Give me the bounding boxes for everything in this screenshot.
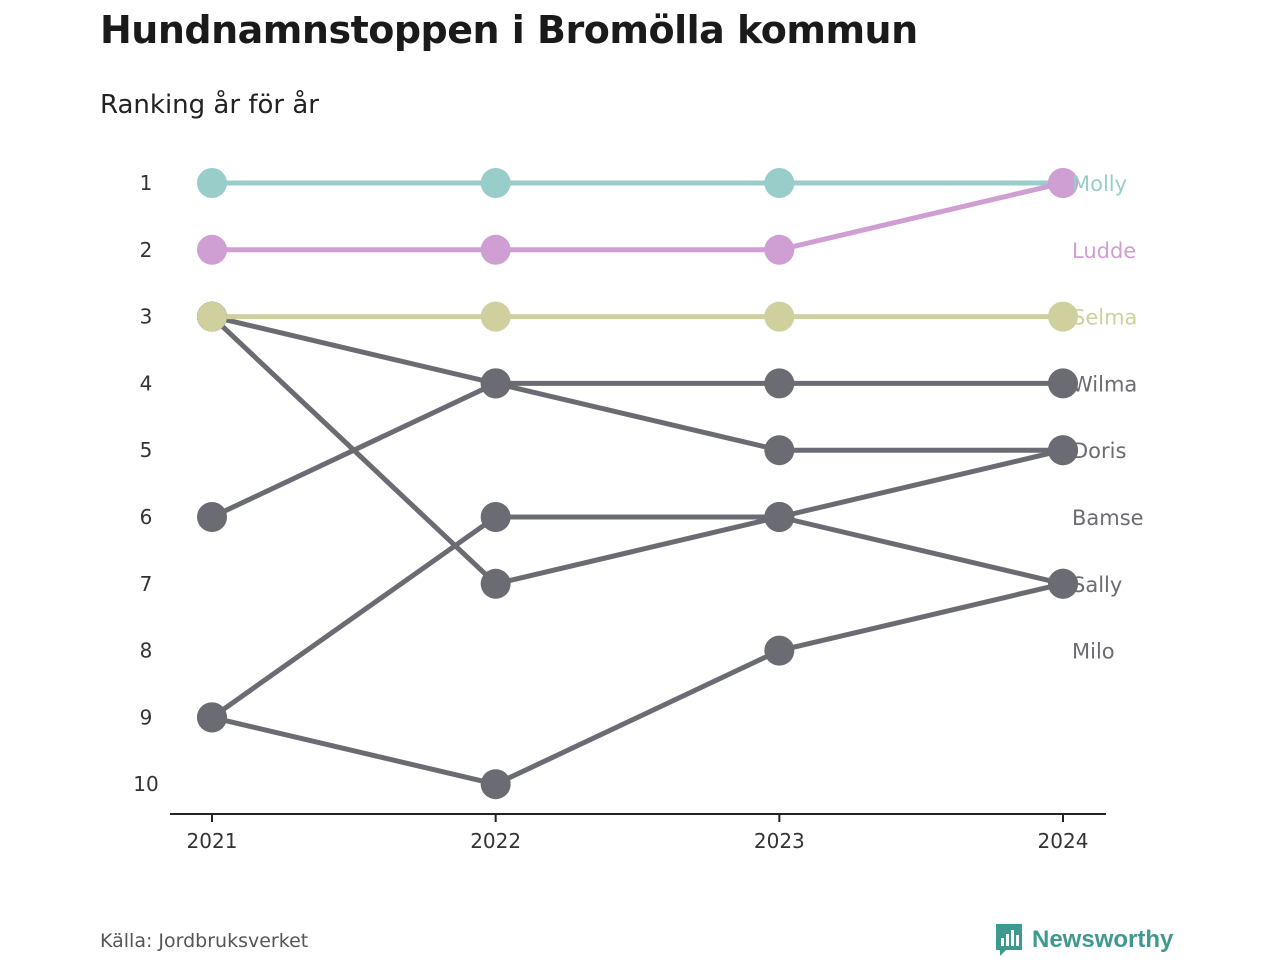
chart-title: Hundnamnstoppen i Bromölla kommun bbox=[100, 8, 918, 52]
y-tick-label: 2 bbox=[140, 238, 153, 262]
point-ludde-2021 bbox=[197, 234, 227, 265]
point-sally-2022 bbox=[480, 568, 511, 599]
point-milo-2023 bbox=[764, 635, 795, 666]
chart-subtitle: Ranking år för år bbox=[100, 90, 319, 120]
y-tick-label: 4 bbox=[140, 371, 153, 395]
y-tick-label: 10 bbox=[133, 772, 158, 796]
y-tick-label: 9 bbox=[140, 705, 153, 729]
end-labels: Molly Ludde Selma Wilma Doris Bamse Sally Milo bbox=[1072, 172, 1144, 664]
point-molly-2021 bbox=[197, 168, 227, 198]
x-tick-label: 2023 bbox=[754, 829, 805, 853]
series-line-doris bbox=[211, 314, 1063, 453]
point-milo-2021 bbox=[197, 702, 227, 733]
point-ludde-2023 bbox=[764, 234, 795, 265]
point-ludde-2024 bbox=[1048, 168, 1078, 198]
series-points bbox=[197, 168, 1078, 800]
point-milo-2024 bbox=[1048, 568, 1078, 599]
series-line-sally bbox=[210, 314, 1064, 587]
end-label-milo: Milo bbox=[1072, 640, 1115, 664]
y-tick-label: 8 bbox=[140, 639, 153, 663]
point-molly-2023 bbox=[764, 168, 795, 198]
x-tick-label: 2022 bbox=[470, 829, 521, 853]
point-wilma-2024 bbox=[1048, 368, 1078, 399]
point-selma-2022 bbox=[480, 301, 511, 332]
source-note: Källa: Jordbruksverket bbox=[100, 930, 309, 952]
point-bamse-2022 bbox=[480, 502, 511, 532]
point-doris-2023 bbox=[764, 435, 795, 466]
y-tick-label: 5 bbox=[140, 438, 153, 462]
point-ludde-2022 bbox=[480, 234, 511, 265]
series-line-bamse bbox=[210, 447, 1064, 720]
brand-logo[interactable]: Newsworthy bbox=[994, 922, 1173, 958]
point-bamse-2024 bbox=[1048, 435, 1078, 466]
brand-name: Newsworthy bbox=[1032, 926, 1174, 953]
series-lines bbox=[210, 180, 1064, 787]
point-wilma-2021 bbox=[197, 502, 227, 532]
point-milo-2022 bbox=[480, 769, 511, 800]
x-axis-ticks: 2021 2022 2023 2024 bbox=[187, 814, 1089, 853]
series-line-ludde bbox=[212, 180, 1064, 253]
series-line-milo bbox=[211, 581, 1064, 787]
bump-chart: 1 2 3 4 5 6 7 8 9 10 2021 2022 2023 2024 Molly Ludde S… bbox=[133, 168, 1144, 853]
point-selma-2021 bbox=[197, 301, 227, 332]
end-label-selma: Selma bbox=[1072, 306, 1137, 330]
point-doris-2022 bbox=[480, 368, 511, 399]
point-wilma-2023 bbox=[764, 368, 795, 399]
end-label-molly: Molly bbox=[1072, 172, 1127, 196]
newsworthy-logo-icon bbox=[996, 924, 1022, 956]
y-tick-label: 7 bbox=[140, 572, 153, 596]
point-selma-2024 bbox=[1048, 301, 1078, 332]
y-axis-ticks: 1 2 3 4 5 6 7 8 9 10 bbox=[133, 171, 158, 796]
point-selma-2023 bbox=[764, 301, 795, 332]
end-label-sally: Sally bbox=[1072, 573, 1122, 597]
end-label-doris: Doris bbox=[1072, 439, 1126, 463]
point-sally-2023 bbox=[764, 502, 795, 532]
end-label-ludde: Ludde bbox=[1072, 239, 1136, 263]
end-label-wilma: Wilma bbox=[1072, 372, 1137, 396]
x-tick-label: 2021 bbox=[187, 829, 238, 853]
y-tick-label: 1 bbox=[140, 171, 153, 195]
end-label-bamse: Bamse bbox=[1072, 506, 1144, 530]
x-tick-label: 2024 bbox=[1038, 829, 1089, 853]
y-tick-label: 3 bbox=[140, 305, 153, 329]
y-tick-label: 6 bbox=[140, 505, 153, 529]
point-molly-2022 bbox=[480, 168, 511, 198]
